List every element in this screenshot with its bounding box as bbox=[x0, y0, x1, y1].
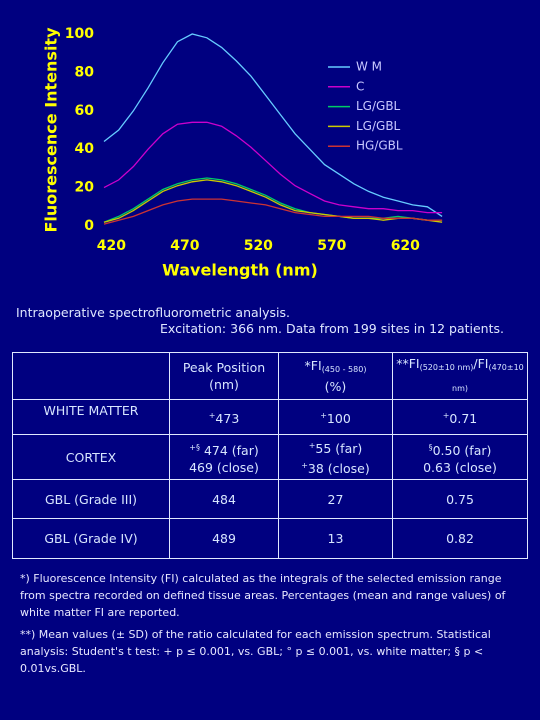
legend-label: C bbox=[356, 79, 364, 93]
table-cell: +55 (far) +38 (close) bbox=[278, 433, 393, 481]
cell-text: 38 (close) bbox=[307, 461, 370, 477]
header-cell bbox=[12, 352, 170, 400]
cell-mark: + bbox=[442, 410, 450, 420]
series-line bbox=[103, 198, 443, 225]
table-cell: 0.82 bbox=[392, 518, 528, 560]
y-tick-label: 40 bbox=[75, 141, 95, 157]
table-row: CORTEX +§ 474 (far) 469 (close) +55 (far) +3… bbox=[12, 433, 528, 481]
cell-text: 0.75 bbox=[446, 491, 474, 507]
table-row: WHITE MATTER +473 +100 +0.71 bbox=[12, 399, 528, 435]
cell-mark: + bbox=[208, 410, 216, 420]
series-line bbox=[103, 33, 443, 217]
series-line bbox=[103, 177, 443, 223]
table-row: GBL (Grade III) 484 27 0.75 bbox=[12, 479, 528, 520]
legend-label: HG/GBL bbox=[356, 139, 403, 153]
footnote: *) Fluorescence Intensity (FI) calculate… bbox=[20, 572, 506, 619]
row-label: WHITE MATTER bbox=[12, 399, 170, 435]
cell-text: 489 bbox=[212, 531, 236, 547]
x-tick-label: 570 bbox=[317, 238, 346, 254]
row-label: GBL (Grade III) bbox=[12, 479, 170, 520]
header-cell: **FI(520±10 nm)/FI(470±10 nm) bbox=[392, 352, 528, 400]
row-label: CORTEX bbox=[12, 433, 170, 481]
y-tick-label: 100 bbox=[65, 26, 94, 42]
x-tick-label: 520 bbox=[244, 238, 273, 254]
cell-text: 13 bbox=[327, 531, 344, 547]
cell-text: 0.82 bbox=[446, 531, 474, 547]
y-axis-label: Fluorescence Intensity bbox=[42, 27, 61, 233]
cell-text: 100 bbox=[326, 411, 351, 427]
table-cell: +473 bbox=[169, 399, 279, 435]
chart: Wavelength (nm) Fluorescence Intensity 0… bbox=[42, 26, 443, 280]
header-text: /FI bbox=[473, 356, 489, 371]
footnote: **) Mean values (± SD) of the ratio calc… bbox=[20, 628, 491, 675]
legend-label: W M bbox=[356, 60, 382, 74]
x-tick-label: 620 bbox=[391, 238, 420, 254]
results-table: Peak Position (nm) *FI(450 - 580) (%) **… bbox=[12, 352, 528, 560]
y-tick-label: 20 bbox=[75, 180, 95, 196]
cell-text: 55 (far) bbox=[315, 441, 363, 457]
cell-mark: + bbox=[320, 410, 327, 420]
cell-mark: + bbox=[308, 441, 316, 450]
cell-text: 27 bbox=[327, 491, 344, 507]
row-label-text: GBL (Grade III) bbox=[44, 491, 138, 507]
header-text: (nm) bbox=[209, 377, 239, 392]
header-text: *FI bbox=[304, 358, 322, 373]
cell-mark: +§ bbox=[189, 442, 200, 452]
cell-text: 484 bbox=[212, 491, 236, 507]
series-line bbox=[103, 121, 443, 214]
caption: Excitation: 366 nm. Data from 199 sites … bbox=[160, 321, 504, 336]
cell-text: 474 (far) bbox=[199, 442, 259, 458]
table-cell: 484 bbox=[169, 479, 279, 520]
table-row: GBL (Grade IV) 489 13 0.82 bbox=[12, 518, 528, 560]
header-cell: Peak Position (nm) bbox=[169, 352, 279, 400]
header-text: (%) bbox=[324, 379, 347, 394]
cell-text: 0.63 (close) bbox=[423, 459, 497, 475]
y-tick-label: 0 bbox=[84, 218, 94, 234]
table-cell: 489 bbox=[169, 518, 279, 560]
legend-label: LG/GBL bbox=[356, 99, 401, 113]
legend-label: LG/GBL bbox=[356, 119, 401, 133]
row-label: GBL (Grade IV) bbox=[12, 518, 170, 560]
x-tick-label: 420 bbox=[97, 238, 126, 254]
cell-text: 0.50 (far) bbox=[432, 442, 492, 458]
table-cell: §0.50 (far) 0.63 (close) bbox=[392, 433, 528, 481]
y-tick-label: 80 bbox=[75, 64, 95, 80]
row-label-text: WHITE MATTER bbox=[43, 403, 139, 418]
table-cell: 0.75 bbox=[392, 479, 528, 520]
table-cell: 13 bbox=[278, 518, 393, 560]
header-text: **FI bbox=[396, 356, 420, 371]
header-row: Peak Position (nm) *FI(450 - 580) (%) **… bbox=[12, 352, 528, 400]
table-cell: 27 bbox=[278, 479, 393, 520]
header-sub: (520±10 nm) bbox=[419, 363, 474, 372]
cell-text: 469 (close) bbox=[189, 459, 259, 475]
header-cell: *FI(450 - 580) (%) bbox=[278, 352, 393, 400]
table-cell: +§ 474 (far) 469 (close) bbox=[169, 433, 279, 481]
cell-mark: + bbox=[301, 461, 308, 471]
x-axis-label: Wavelength (nm) bbox=[162, 261, 318, 280]
y-tick-label: 60 bbox=[75, 103, 95, 119]
cell-text: 0.71 bbox=[449, 411, 478, 427]
caption: Intraoperative spectrofluorometric analy… bbox=[16, 305, 291, 320]
row-label-text: GBL (Grade IV) bbox=[44, 531, 138, 547]
x-tick-label: 470 bbox=[170, 238, 199, 254]
cell-text: 473 bbox=[215, 411, 240, 427]
table-cell: +100 bbox=[278, 399, 393, 435]
series-line bbox=[103, 179, 443, 223]
header-sub: (450 - 580) bbox=[321, 365, 367, 374]
cell-mark: § bbox=[428, 442, 433, 452]
row-label-text: CORTEX bbox=[65, 449, 117, 465]
table-cell: +0.71 bbox=[392, 399, 528, 435]
header-text: Peak Position bbox=[182, 360, 266, 375]
header-sub: (470±10 nm) bbox=[452, 363, 524, 393]
